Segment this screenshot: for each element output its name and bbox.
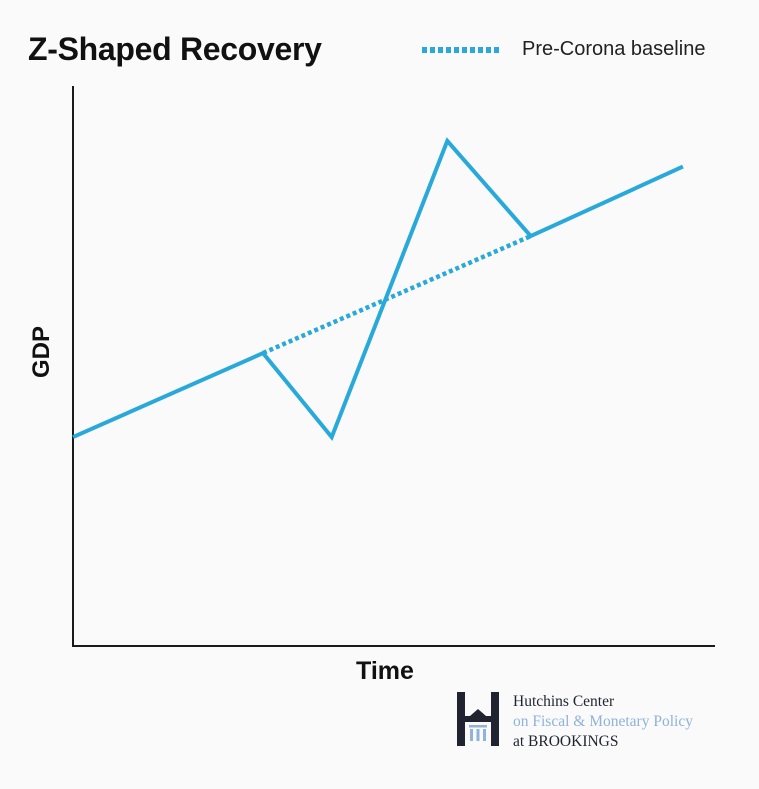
legend-label: Pre-Corona baseline: [522, 38, 706, 60]
brand-subtitle: on Fiscal & Monetary Policy: [513, 713, 693, 730]
series-layer: [72, 137, 684, 442]
x-axis-label: Time: [356, 657, 414, 685]
legend: Pre-Corona baseline: [420, 38, 705, 61]
brand-text: Hutchins Center on Fiscal & Monetary Pol…: [513, 692, 693, 752]
y-axis-label: GDP: [28, 325, 55, 379]
hutchins-logo-icon: [457, 692, 499, 746]
series-line-gdp: [72, 137, 684, 442]
brand-footer: Hutchins Center on Fiscal & Monetary Pol…: [457, 692, 693, 752]
series-line-baseline: [262, 234, 532, 356]
brand-name: Hutchins Center: [513, 693, 615, 710]
brand-affiliation: at BROOKINGS: [513, 733, 619, 750]
legend-swatch-dotted-line: [422, 46, 502, 53]
chart-title: Z-Shaped Recovery: [28, 31, 322, 67]
